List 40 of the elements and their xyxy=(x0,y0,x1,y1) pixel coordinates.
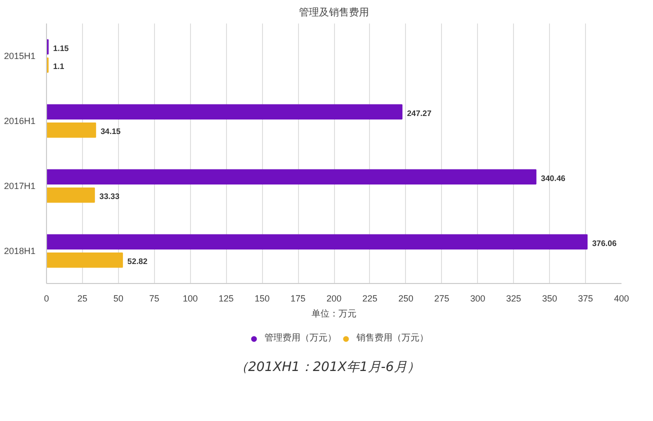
bar xyxy=(46,234,588,250)
text: （201XH1：201X年1月-6月） xyxy=(235,359,420,377)
x-tick-label: 250 xyxy=(398,294,414,304)
data-label: 247.27 xyxy=(406,108,432,118)
data-label: 34.15 xyxy=(100,127,122,136)
x-tick-label: 175 xyxy=(290,294,306,304)
y-tick-label: 2017H1 xyxy=(4,181,36,191)
x-tick-label: 375 xyxy=(578,294,594,304)
x-tick-label: 400 xyxy=(614,294,630,304)
y-tick-label: 2016H1 xyxy=(4,116,36,126)
x-tick-label: 300 xyxy=(470,294,486,304)
bar xyxy=(46,104,402,120)
bar xyxy=(46,187,95,203)
data-label: 340.46 xyxy=(540,174,566,183)
x-tick-label: 50 xyxy=(113,294,124,304)
data-label: 33.33 xyxy=(99,192,120,202)
x-tick-label: 200 xyxy=(326,294,342,304)
bar xyxy=(46,122,96,138)
x-axis-title: 单位：万元 xyxy=(312,308,356,320)
y-tick-label: 2018H1 xyxy=(4,246,36,256)
legend-label: 管理费用（万元） xyxy=(264,332,336,344)
chart-title: 管理及销售费用 xyxy=(299,6,369,18)
x-tick-label: 225 xyxy=(362,294,378,304)
y-tick-label: 2015H1 xyxy=(4,51,36,61)
legend-label: 销售费用（万元） xyxy=(356,332,428,344)
data-label: 1.1 xyxy=(53,62,65,72)
x-tick-label: 325 xyxy=(506,294,522,304)
bar xyxy=(46,169,536,185)
x-tick-label: 125 xyxy=(218,294,234,304)
x-tick-label: 275 xyxy=(434,294,450,304)
bar xyxy=(46,252,123,268)
x-tick-label: 0 xyxy=(44,294,50,304)
data-label: 376.06 xyxy=(592,238,618,248)
x-tick-label: 100 xyxy=(182,294,198,304)
x-tick-label: 75 xyxy=(149,294,160,304)
data-label: 52.82 xyxy=(127,257,148,266)
x-tick-label: 350 xyxy=(542,294,558,304)
x-tick-label: 150 xyxy=(254,294,270,304)
x-tick-label: 25 xyxy=(77,294,88,304)
data-label: 1.15 xyxy=(53,44,70,53)
